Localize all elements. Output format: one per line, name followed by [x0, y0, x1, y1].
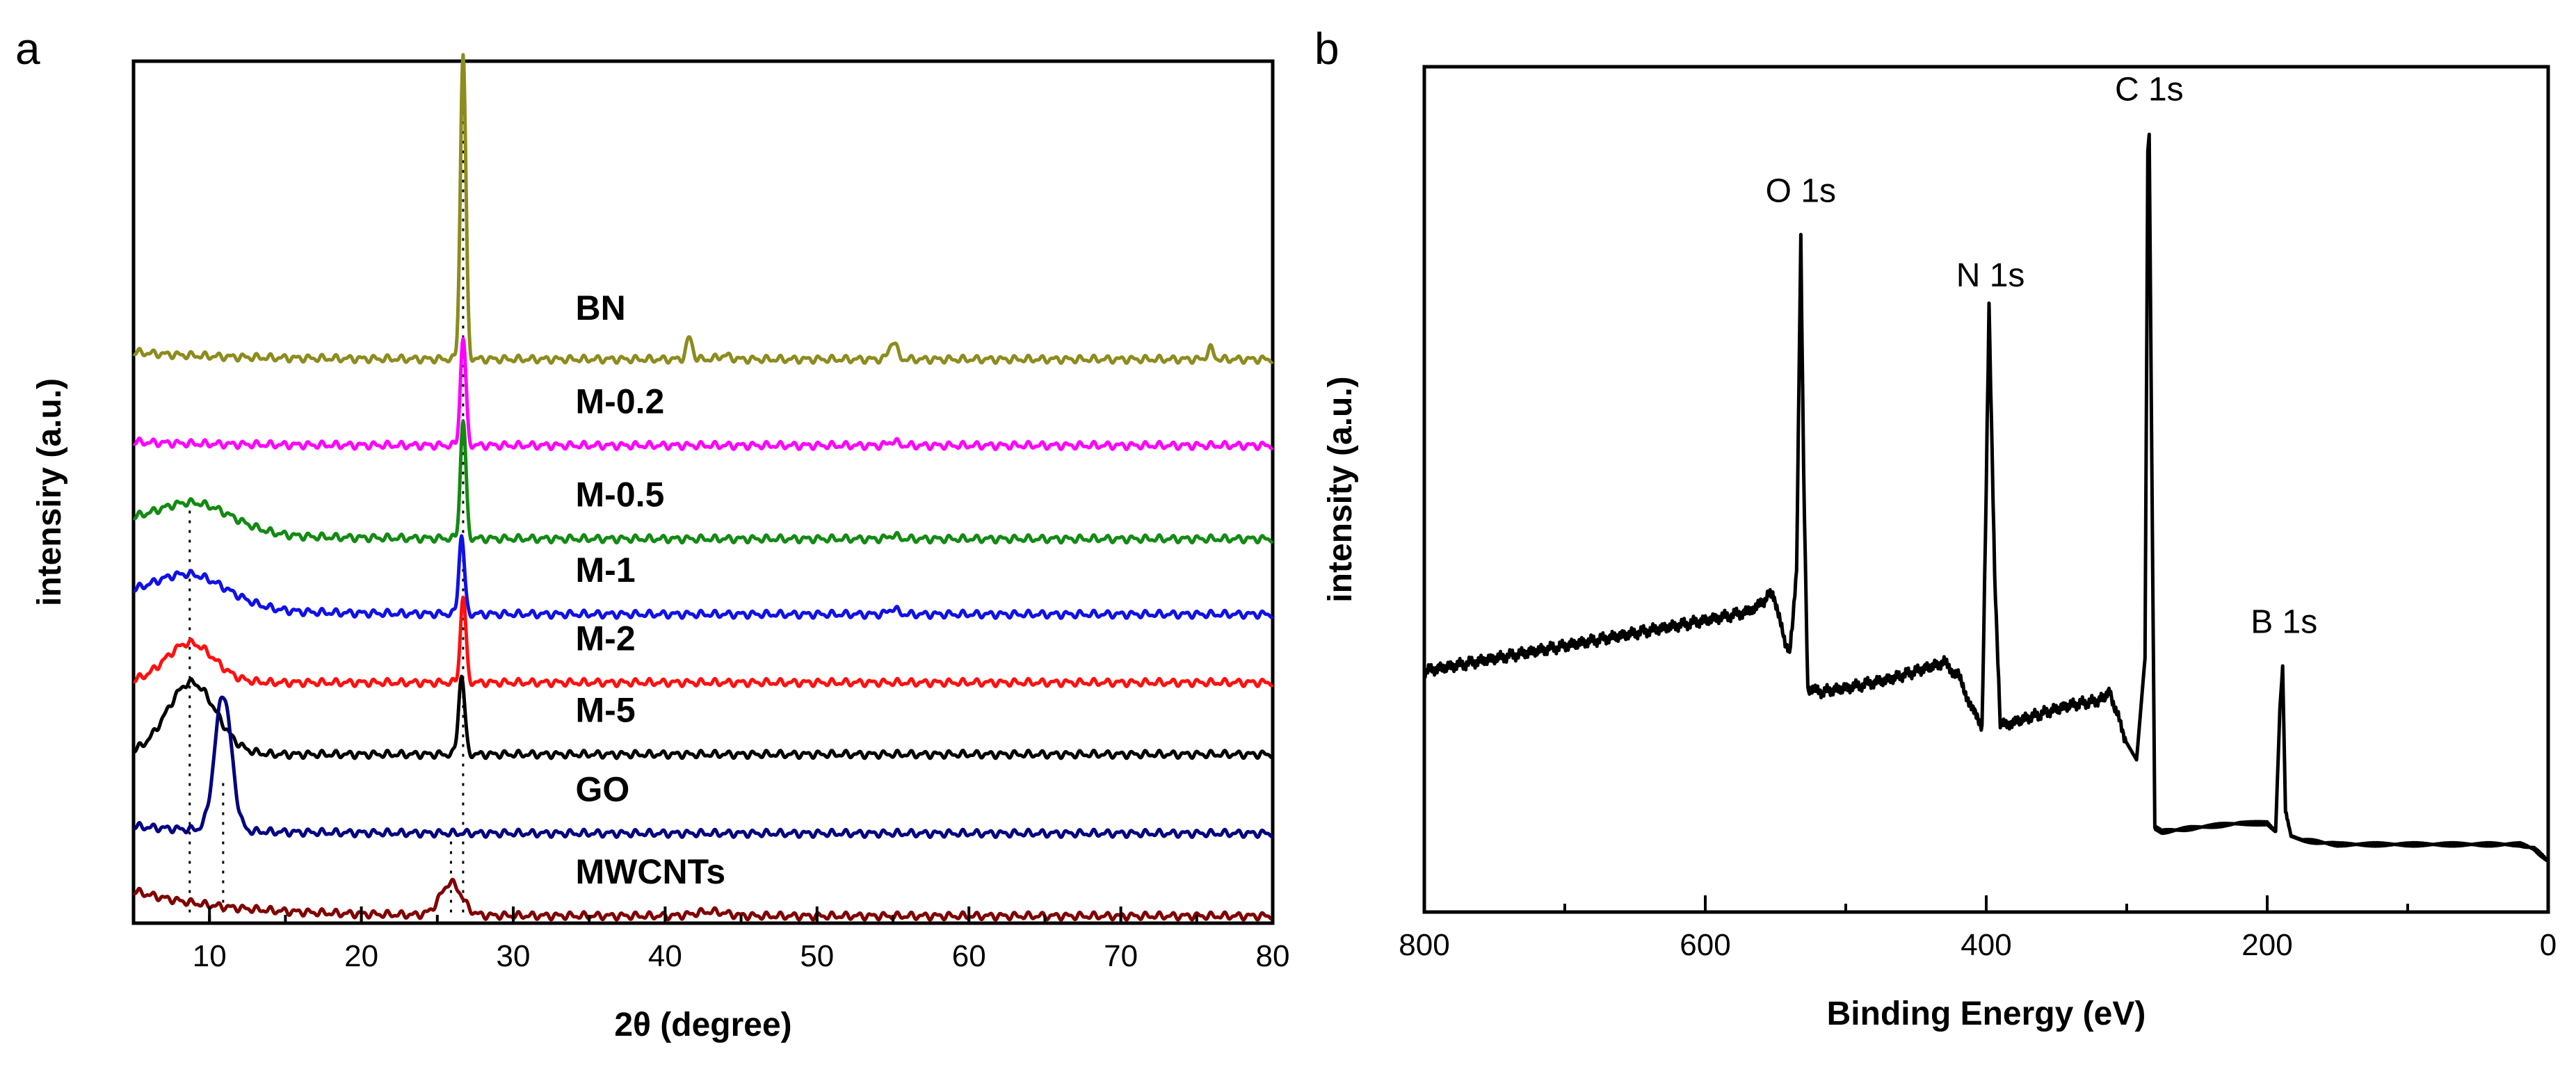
- panel-a-x-tick-label: 30: [497, 939, 531, 973]
- panel-a-label-m-2: M-2: [576, 619, 636, 658]
- panel-a-series-m-0-2: [132, 336, 1274, 451]
- panel-label-b: b: [1314, 24, 1339, 74]
- panel-a-label-m-5: M-5: [576, 691, 636, 730]
- panel-b-x-tick-label: 600: [1680, 928, 1730, 962]
- panel-a-x-tick-label: 50: [800, 939, 834, 973]
- panel-a-label-bn: BN: [576, 288, 626, 327]
- panel-b-peak-label-b-1s: B 1s: [2251, 604, 2317, 641]
- panel-label-a: a: [15, 24, 40, 74]
- panel-b-peak-label-o-1s: O 1s: [1766, 173, 1836, 210]
- panel-b-x-tick-label: 400: [1961, 928, 2011, 962]
- panel-a-label-m-0-5: M-0.5: [576, 475, 665, 514]
- panel-b-peak-label-c-1s: C 1s: [2115, 72, 2184, 108]
- panel-b-xps-chart: O 1s N 1s C 1s B 1s 800 600 400 200 0 Binding Ene…: [1322, 65, 2557, 1032]
- panel-a-x-tick-label: 10: [193, 939, 227, 973]
- panel-a-label-go: GO: [576, 770, 630, 808]
- panel-a-y-axis-title: intensiry (a.u.): [31, 378, 68, 606]
- panel-a-series-m-5: [132, 674, 1274, 760]
- panel-a-x-tick-label: 40: [648, 939, 682, 973]
- panel-b-x-tick-label: 0: [2540, 928, 2557, 962]
- panel-a-x-tick-label: 70: [1104, 939, 1138, 973]
- panel-a-series-mwcnts: [132, 877, 1274, 922]
- panel-a-series-bn: [132, 53, 1274, 365]
- panel-a-xrd-chart: BN M-0.2 M-0.5 M-1 M-2 M-5 GO MWCNTs 10 20 30 40 50 6…: [31, 53, 1290, 1043]
- panel-a-x-axis-title: 2θ (degree): [614, 1007, 791, 1043]
- panel-b-survey-spectrum: [1422, 132, 2550, 863]
- panel-b-y-axis-title: intensity (a.u.): [1322, 376, 1359, 602]
- panel-b-x-axis-title: Binding Energy (eV): [1827, 995, 2146, 1032]
- panel-a-label-m-1: M-1: [576, 551, 636, 589]
- panel-a-series-m-1: [132, 534, 1274, 620]
- panel-a-x-tick-label: 60: [952, 939, 986, 973]
- panel-b-peak-label-n-1s: N 1s: [1956, 257, 2025, 294]
- panel-a-x-tick-label: 80: [1256, 939, 1290, 973]
- panel-a-series-go: [132, 695, 1274, 839]
- panel-a-series-m-2: [132, 595, 1274, 688]
- panel-a-x-tick-label: 20: [344, 939, 378, 973]
- panel-a-label-m-0-2: M-0.2: [576, 382, 665, 421]
- panel-b-x-tick-label: 200: [2241, 928, 2292, 962]
- panel-b-x-tick-label: 800: [1399, 928, 1449, 962]
- panel-a-label-mwcnts: MWCNTs: [576, 852, 726, 891]
- panel-a-plot-frame: [131, 59, 1275, 925]
- panel-a-series-m-0-5: [132, 418, 1274, 545]
